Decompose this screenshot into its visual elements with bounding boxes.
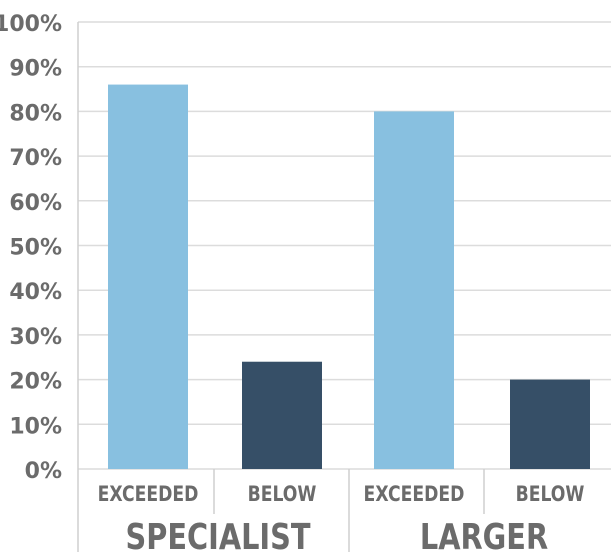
y-tick-label: 70% — [9, 146, 62, 171]
x-category-label: BELOW — [516, 481, 585, 506]
y-tick-label: 80% — [9, 101, 62, 126]
y-tick-label: 30% — [9, 325, 62, 350]
y-tick-label: 50% — [9, 236, 62, 261]
x-group-label: LARGER — [420, 516, 548, 552]
y-tick-label: 90% — [9, 57, 62, 82]
x-category-label: BELOW — [248, 481, 317, 506]
x-category-label: EXCEEDED — [364, 481, 465, 506]
y-tick-label: 100% — [0, 12, 62, 37]
x-axis-category-labels: EXCEEDED BELOW EXCEEDED BELOW — [98, 481, 585, 506]
y-tick-label: 0% — [25, 459, 62, 484]
y-tick-label: 60% — [9, 191, 62, 216]
bar — [510, 379, 590, 469]
x-axis-group-labels: SPECIALIST LARGER — [125, 516, 548, 552]
bar — [108, 84, 188, 469]
y-tick-label: 20% — [9, 370, 62, 395]
bars — [108, 84, 590, 470]
y-axis-tick-labels: 0% 10% 20% 30% 40% 50% 60% 70% 80% 90% 100% — [0, 12, 62, 484]
x-category-label: EXCEEDED — [98, 481, 199, 506]
y-tick-label: 10% — [9, 414, 62, 439]
bar — [374, 111, 454, 470]
category-separators — [213, 469, 485, 552]
y-tick-label: 40% — [9, 280, 62, 305]
bar — [242, 361, 322, 469]
x-group-label: SPECIALIST — [125, 516, 311, 552]
